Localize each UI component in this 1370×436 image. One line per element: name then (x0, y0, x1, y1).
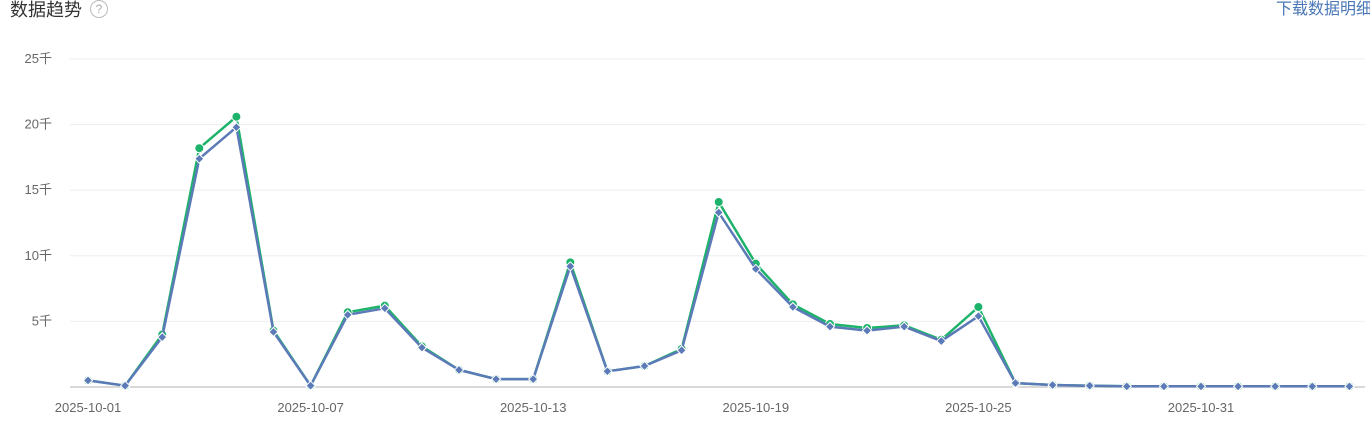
data-point[interactable] (194, 153, 205, 164)
panel-title: 数据趋势 (10, 0, 82, 20)
question-circle-icon[interactable]: ? (90, 0, 108, 18)
series-line (87, 115, 1350, 388)
x-tick-label: 2025-10-01 (55, 400, 122, 415)
x-tick-label: 2025-10-25 (945, 400, 1012, 415)
data-point[interactable] (231, 122, 242, 133)
series-2 (82, 122, 1355, 392)
data-point[interactable] (156, 331, 168, 343)
y-tick-label: 10千 (25, 248, 52, 263)
data-point[interactable] (453, 364, 465, 376)
data-point[interactable] (82, 375, 94, 386)
data-point[interactable] (1047, 379, 1058, 391)
y-axis-labels: 5千 10千 15千 20千 25千 (25, 51, 52, 328)
y-tick-label: 5千 (32, 313, 52, 328)
x-axis-labels: 2025-10-01 2025-10-07 2025-10-13 2025-10-19… (55, 400, 1235, 415)
data-point[interactable] (787, 301, 799, 313)
data-point[interactable] (898, 321, 910, 332)
data-point[interactable] (305, 380, 316, 391)
data-point[interactable] (824, 321, 836, 332)
series-1 (83, 111, 1355, 392)
data-point[interactable] (639, 360, 650, 372)
data-point[interactable] (602, 366, 613, 377)
download-detail-link[interactable]: 下载数据明细 (1275, 1, 1370, 18)
data-point[interactable] (194, 143, 205, 154)
x-tick-label: 2025-10-07 (277, 400, 344, 415)
data-point[interactable] (1158, 381, 1170, 392)
series-layer (82, 111, 1355, 392)
data-point[interactable] (490, 373, 502, 385)
data-point[interactable] (676, 345, 687, 356)
data-point[interactable] (1307, 381, 1318, 392)
y-tick-label: 15千 (25, 182, 52, 197)
y-tick-label: 20千 (25, 117, 52, 132)
x-tick-label: 2025-10-31 (1168, 400, 1235, 415)
data-point[interactable] (527, 373, 539, 385)
data-point[interactable] (861, 325, 873, 336)
data-point[interactable] (1010, 377, 1021, 389)
data-point[interactable] (1232, 381, 1244, 392)
data-point[interactable] (342, 309, 353, 321)
x-tick-label: 2025-10-19 (723, 400, 790, 415)
data-point[interactable] (713, 207, 724, 218)
data-point[interactable] (713, 197, 724, 208)
data-point[interactable] (750, 263, 762, 275)
data-point[interactable] (379, 303, 391, 314)
data-point[interactable] (973, 310, 984, 322)
data-point[interactable] (936, 335, 947, 347)
data-point[interactable] (973, 301, 984, 312)
panel-header: 数据趋势 ? (10, 0, 108, 22)
series-line (87, 125, 1350, 388)
data-point[interactable] (231, 111, 242, 122)
grid-lines (70, 58, 1365, 322)
data-point[interactable] (1121, 381, 1133, 392)
data-point[interactable] (1195, 381, 1207, 392)
data-point[interactable] (1269, 381, 1281, 392)
x-tick-label: 2025-10-13 (500, 400, 567, 415)
data-point[interactable] (119, 380, 131, 391)
data-point[interactable] (1084, 380, 1095, 391)
data-point[interactable] (565, 261, 576, 272)
y-tick-label: 25千 (25, 51, 52, 66)
data-point[interactable] (268, 326, 279, 338)
data-point[interactable] (416, 342, 428, 353)
data-point[interactable] (1344, 381, 1355, 392)
